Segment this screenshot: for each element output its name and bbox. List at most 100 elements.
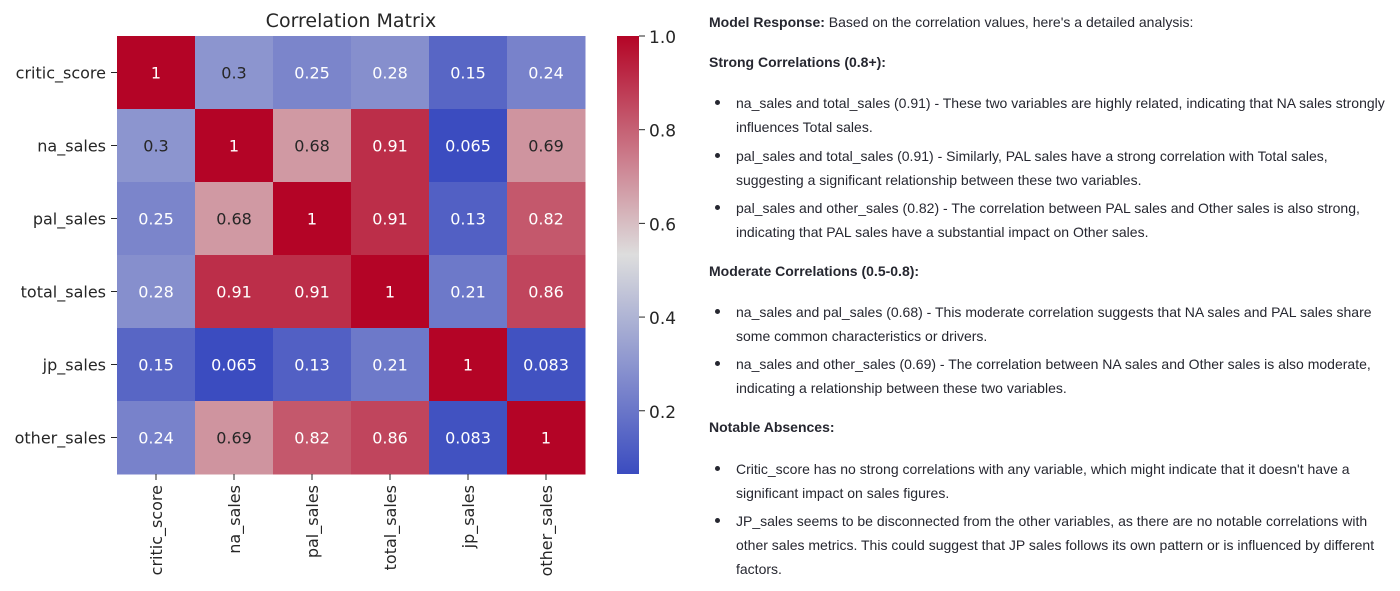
heatmap-cell-label: 0.15 (450, 64, 486, 83)
heatmap-cell (273, 328, 352, 402)
heatmap-cell-label: 0.91 (216, 283, 252, 302)
bullet-icon (715, 518, 720, 523)
heatmap-cell (507, 401, 586, 475)
heatmap-cell-label: 0.82 (294, 429, 330, 448)
list-item-text: pal_sales and total_sales (0.91) - Simil… (736, 148, 1328, 188)
heatmap-cell (429, 255, 508, 329)
x-axis-tick-label: jp_sales (459, 485, 479, 549)
heatmap-cell-label: 0.86 (372, 429, 408, 448)
heatmap-cell-label: 0.69 (528, 137, 564, 156)
bullet-icon (715, 309, 720, 314)
colorbar-tick-label: 1.0 (649, 28, 676, 48)
bullet-icon (715, 100, 720, 105)
correlation-heatmap-chart: Correlation Matrix 1 0.3 0.25 0.28 0.15 0.24 0… (15, 10, 676, 576)
colorbar-tick-label: 0.6 (649, 215, 676, 235)
heatmap-cell-label: 0.3 (221, 64, 246, 83)
y-axis-tick-label: pal_sales (33, 210, 106, 230)
heatmap-cell (117, 109, 196, 183)
heatmap-cell (429, 182, 508, 256)
heatmap-cell-label: 1 (307, 210, 317, 229)
heatmap-cell-label: 0.15 (138, 356, 174, 375)
heatmap-cell-label: 0.21 (450, 283, 486, 302)
heatmap-cell-label: 0.28 (138, 283, 174, 302)
heatmap-cell (507, 255, 586, 329)
response-intro-text: Based on the correlation values, here's … (824, 14, 1194, 30)
list-item-text: pal_sales and other_sales (0.82) - The c… (736, 200, 1360, 240)
heatmap-cell (273, 109, 352, 183)
heatmap-cell-label: 0.24 (138, 429, 174, 448)
colorbar-tick-label: 0.4 (649, 309, 676, 329)
heatmap-cell-label: 0.3 (143, 137, 168, 156)
heatmap-cell (195, 328, 274, 402)
heatmap-cell (429, 36, 508, 110)
heatmap-cell (117, 36, 196, 110)
heatmap-cell (273, 401, 352, 475)
y-axis-tick-label: na_sales (37, 137, 106, 157)
section-heading-strong-text: Strong Correlations (0.8+): (709, 54, 886, 70)
list-item-text: na_sales and other_sales (0.69) - The co… (736, 356, 1371, 396)
heatmap-cell (351, 109, 430, 183)
bullet-icon (715, 466, 720, 471)
x-axis-tick-label: pal_sales (303, 485, 323, 558)
y-axis-tick-label: jp_sales (42, 356, 106, 376)
heatmap-cell-label: 0.28 (372, 64, 408, 83)
heatmap-cell (351, 401, 430, 475)
heatmap-cell (351, 36, 430, 110)
heatmap-cell (117, 255, 196, 329)
heatmap-cell (429, 401, 508, 475)
section-heading-moderate-text: Moderate Correlations (0.5-0.8): (709, 263, 920, 279)
heatmap-cell-label: 0.065 (211, 356, 257, 375)
heatmap-cell (117, 182, 196, 256)
heatmap-cell-label: 0.25 (294, 64, 330, 83)
heatmap-cell-label: 0.21 (372, 356, 408, 375)
section-heading-strong: Strong Correlations (0.8+): (709, 52, 1389, 72)
heatmap-cell-label: 1 (541, 429, 551, 448)
heatmap-cell-label: 0.24 (528, 64, 564, 83)
heatmap-cell-label: 0.86 (528, 283, 564, 302)
heatmap-cell (117, 401, 196, 475)
heatmap-cell (507, 182, 586, 256)
x-axis-tick-label: total_sales (381, 485, 401, 570)
heatmap-cell (195, 36, 274, 110)
list-item-text: na_sales and total_sales (0.91) - These … (736, 95, 1385, 135)
heatmap-cell-label: 0.68 (216, 210, 252, 229)
heatmap-cell (351, 182, 430, 256)
y-axis-tick-label: critic_score (16, 64, 106, 84)
heatmap-cell (195, 255, 274, 329)
heatmap-cell-label: 1 (151, 64, 161, 83)
heatmap-cell (195, 401, 274, 475)
y-axis-tick-label: total_sales (21, 283, 106, 303)
correlation-heatmap-panel: Correlation Matrix 1 0.3 0.25 0.28 0.15 0.24 0… (15, 10, 676, 576)
heatmap-cell-label: 0.82 (528, 210, 564, 229)
x-axis-tick-label: na_sales (225, 485, 245, 554)
heatmap-cell (351, 328, 430, 402)
heatmap-cell (273, 255, 352, 329)
heatmap-cell (507, 109, 586, 183)
list-item-text: Critic_score has no strong correlations … (736, 461, 1350, 501)
heatmap-cell-label: 0.083 (445, 429, 491, 448)
heatmap-cell-label: 0.69 (216, 429, 252, 448)
bullet-icon (715, 153, 720, 158)
response-intro-label: Model Response: (709, 14, 825, 30)
heatmap-cell-label: 0.083 (523, 356, 569, 375)
bullet-icon (715, 361, 720, 366)
list-item-text: JP_sales seems to be disconnected from t… (736, 513, 1375, 577)
colorbar-tick-label: 0.8 (649, 122, 676, 142)
heatmap-cell-label: 1 (385, 283, 395, 302)
heatmap-cell-label: 0.13 (450, 210, 486, 229)
heatmap-cell (351, 255, 430, 329)
heatmap-cell-label: 1 (229, 137, 239, 156)
bullet-icon (715, 205, 720, 210)
section-heading-absences-text: Notable Absences: (709, 419, 835, 435)
heatmap-cell (273, 182, 352, 256)
heatmap-cell-label: 1 (463, 356, 473, 375)
heatmap-cell-label: 0.065 (445, 137, 491, 156)
section-heading-moderate: Moderate Correlations (0.5-0.8): (709, 261, 1389, 281)
heatmap-cell-label: 0.91 (372, 210, 408, 229)
heatmap-cell-label: 0.25 (138, 210, 174, 229)
heatmap-cell (195, 182, 274, 256)
list-item-text: na_sales and pal_sales (0.68) - This mod… (736, 304, 1372, 344)
heatmap-cell (429, 328, 508, 402)
heatmap-cell-label: 0.13 (294, 356, 330, 375)
x-axis-tick-label: other_sales (537, 485, 557, 576)
